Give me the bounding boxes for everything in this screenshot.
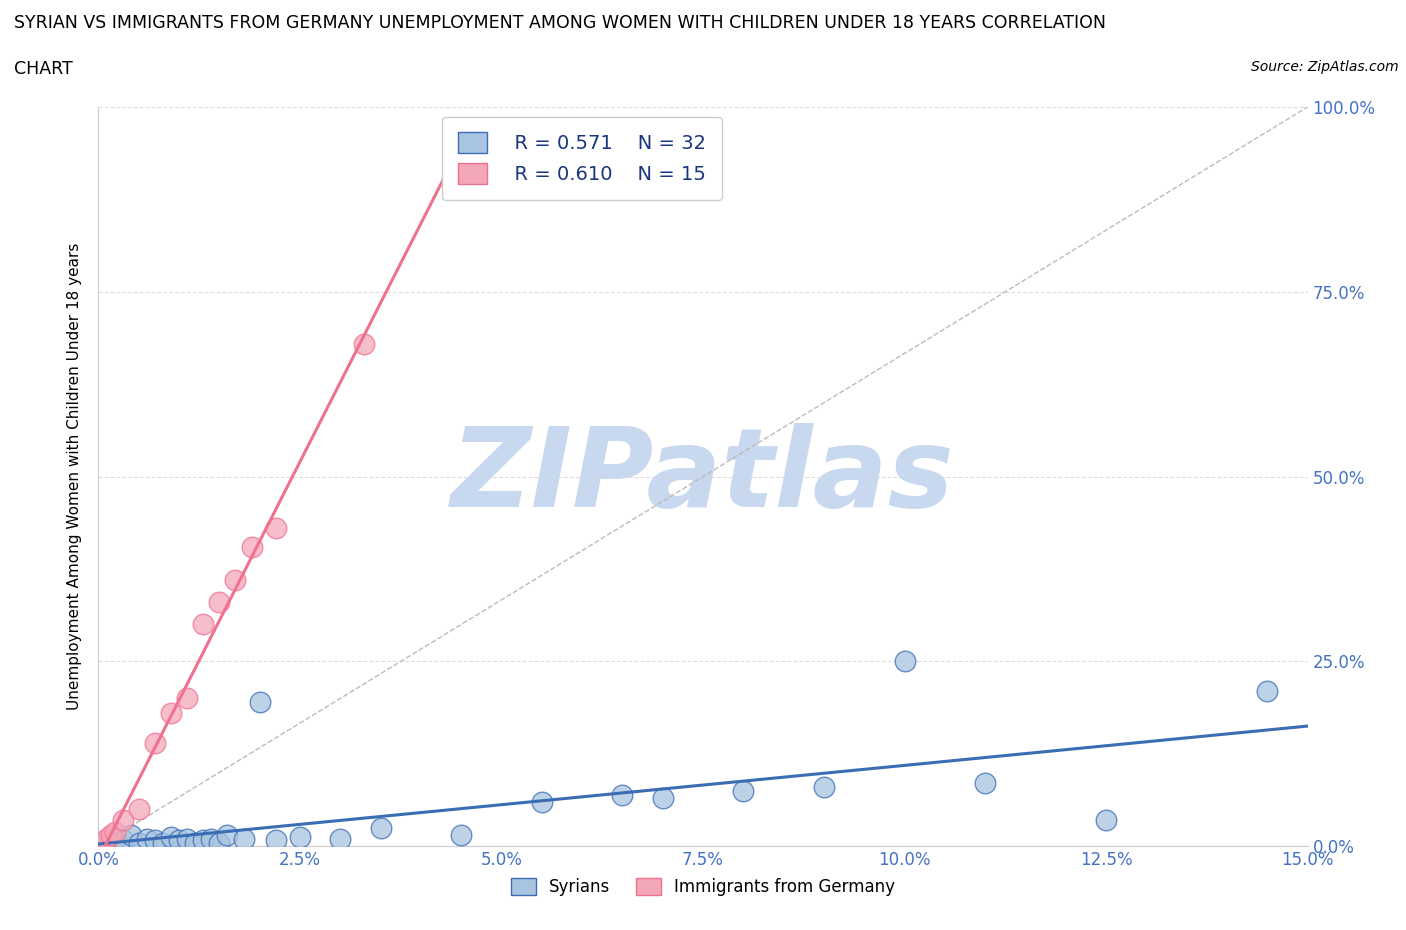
Point [232, 831, 254, 846]
Point [208, 595, 231, 610]
Point [111, 813, 134, 828]
Point [103, 831, 125, 846]
Point [152, 835, 174, 850]
Point [530, 794, 553, 809]
Point [111, 833, 134, 848]
Point [193, 833, 215, 848]
Point [264, 521, 287, 536]
Point [217, 828, 239, 843]
Point [893, 654, 915, 669]
Point [370, 820, 392, 835]
Point [184, 835, 207, 850]
Point [100, 828, 122, 843]
Point [974, 776, 997, 790]
Point [208, 835, 231, 850]
Text: SYRIAN VS IMMIGRANTS FROM GERMANY UNEMPLOYMENT AMONG WOMEN WITH CHILDREN UNDER 1: SYRIAN VS IMMIGRANTS FROM GERMANY UNEMPL… [14, 14, 1107, 32]
Point [224, 573, 246, 588]
Point [651, 790, 673, 805]
Point [264, 833, 287, 848]
Point [733, 783, 755, 798]
Point [200, 831, 222, 846]
Point [353, 336, 375, 351]
Legend: Syrians, Immigrants from Germany: Syrians, Immigrants from Germany [503, 870, 903, 905]
Text: CHART: CHART [14, 60, 73, 78]
Point [612, 787, 634, 802]
Point [96, 831, 118, 846]
Point [167, 833, 190, 848]
Point [143, 736, 166, 751]
Point [450, 828, 472, 843]
Point [128, 802, 150, 817]
Point [91, 835, 114, 850]
Point [96, 835, 118, 850]
Y-axis label: Unemployment Among Women with Children Under 18 years: Unemployment Among Women with Children U… [67, 243, 83, 711]
Point [176, 691, 198, 706]
Point [288, 830, 311, 844]
Point [128, 835, 150, 850]
Point [160, 706, 183, 721]
Text: ZIPatlas: ZIPatlas [451, 423, 955, 530]
Point [1095, 813, 1118, 828]
Point [135, 831, 157, 846]
Point [103, 824, 125, 839]
Text: Source: ZipAtlas.com: Source: ZipAtlas.com [1251, 60, 1399, 74]
Point [329, 831, 352, 846]
Point [176, 831, 198, 846]
Point [249, 695, 271, 710]
Point [160, 830, 183, 844]
Point [143, 833, 166, 848]
Point [813, 779, 835, 794]
Point [240, 539, 263, 554]
Point [193, 618, 215, 632]
Point [1256, 684, 1278, 698]
Point [120, 828, 142, 843]
